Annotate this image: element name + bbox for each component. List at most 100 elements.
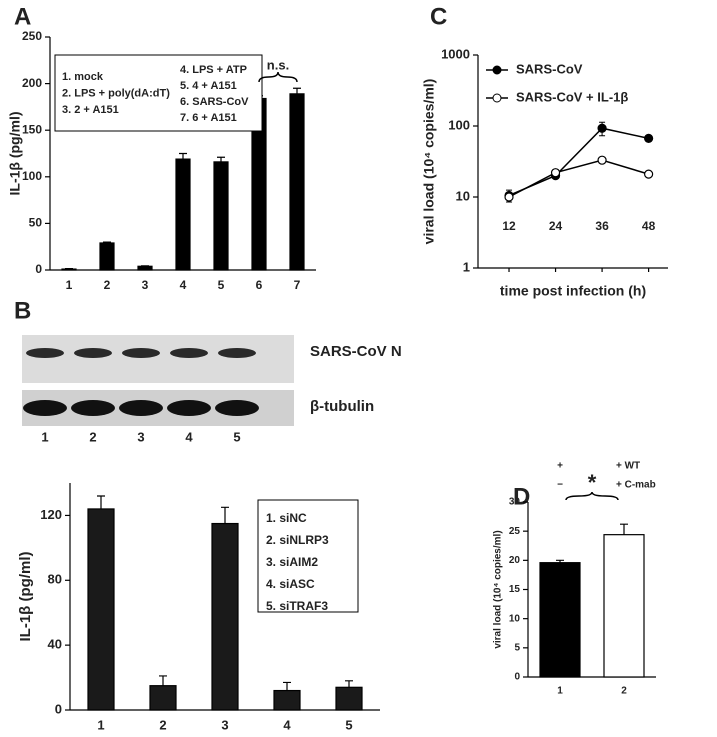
error-bar [293, 87, 301, 94]
condition-label: + C-mab [616, 480, 656, 491]
bar [213, 161, 229, 271]
lane-label: 3 [137, 429, 144, 444]
error-bar [345, 680, 353, 688]
legend-marker [492, 93, 502, 103]
lane-label: 5 [233, 429, 240, 444]
brace [565, 491, 619, 501]
legend-item: 4. LPS + ATP [180, 64, 247, 76]
y-axis-label: IL-1β (pg/ml) [7, 112, 23, 196]
y-tick-label: 0 [55, 701, 62, 716]
y-tick-label: 0 [35, 262, 42, 276]
blot-band [71, 400, 115, 416]
point [550, 168, 561, 178]
legend-item: 1. mock [62, 71, 104, 83]
lane-label: 4 [185, 429, 193, 444]
legend-item: 5. siTRAF3 [266, 599, 328, 613]
bar [603, 534, 645, 678]
point [597, 155, 607, 165]
brace [258, 71, 298, 83]
x-tick-label: 3 [221, 717, 228, 732]
x-tick-label: 2 [621, 686, 627, 697]
legend-item: 2. LPS + poly(dA:dT) [62, 87, 170, 99]
point [644, 169, 654, 179]
error-bar [159, 675, 167, 686]
legend-label: SARS-CoV + IL-1β [516, 89, 628, 104]
bar [211, 522, 239, 711]
x-axis-label: time post infection (h) [500, 283, 646, 299]
y-tick-label: 250 [22, 29, 42, 43]
bar [273, 689, 301, 711]
y-tick-label: 1 [463, 259, 470, 274]
condition-label: − [557, 480, 563, 491]
y-axis-label: viral load (10⁴ copies/ml) [421, 79, 437, 245]
panel-label: A [14, 3, 31, 30]
series-line [508, 159, 649, 198]
x-tick-label: 6 [256, 278, 263, 292]
y-tick-label: 120 [40, 507, 62, 522]
x-tick-label: 1 [97, 717, 104, 732]
y-tick-label: 10 [456, 188, 470, 203]
x-tick-label: 48 [642, 219, 656, 233]
y-tick-label: 40 [48, 637, 62, 652]
legend-item: 1. siNC [266, 511, 307, 525]
legend-item: 2. siNLRP3 [266, 533, 329, 547]
y-tick-label: 150 [22, 122, 42, 136]
legend-item: 5. 4 + A151 [180, 80, 237, 92]
error-bar [556, 559, 564, 563]
blot-band [122, 348, 160, 358]
panel-label: B [14, 297, 31, 324]
condition-label: + WT [616, 461, 640, 472]
x-tick-label: 4 [180, 278, 187, 292]
bar [335, 686, 363, 711]
y-tick-label: 30 [509, 497, 521, 508]
legend-item: 7. 6 + A151 [180, 112, 237, 124]
blot-band [119, 400, 163, 416]
error-bar [221, 506, 229, 524]
annotation: * [588, 470, 597, 495]
error-bar [620, 523, 628, 535]
bar [175, 158, 191, 271]
legend-item: 3. 2 + A151 [62, 104, 119, 116]
bar [61, 268, 77, 271]
y-tick-label: 15 [509, 584, 521, 595]
bar [87, 508, 115, 711]
x-tick-label: 2 [104, 278, 111, 292]
blot-band [74, 348, 112, 358]
legend-box [54, 54, 263, 132]
y-tick-label: 25 [509, 526, 521, 537]
x-tick-label: 3 [142, 278, 149, 292]
x-tick-label: 7 [294, 278, 301, 292]
legend-label: SARS-CoV [516, 61, 583, 76]
y-tick-label: 0 [514, 672, 520, 683]
blot-band [26, 348, 64, 358]
condition-label: + [557, 461, 563, 472]
bar [99, 242, 115, 271]
error-bar [179, 152, 187, 160]
blot-label: SARS-CoV N [310, 343, 402, 360]
point [644, 133, 654, 143]
error-bar [283, 681, 291, 691]
point [597, 123, 607, 133]
bar [539, 562, 581, 678]
y-tick-label: 80 [48, 572, 62, 587]
x-tick-label: 24 [549, 219, 563, 233]
error-bar [103, 241, 111, 243]
legend-item: 4. siASC [266, 577, 315, 591]
y-axis-label: IL-1β (pg/ml) [17, 552, 34, 642]
y-tick-label: 200 [22, 76, 42, 90]
blot-band [167, 400, 211, 416]
x-tick-label: 4 [283, 717, 291, 732]
legend-box [257, 499, 359, 613]
legend-item: 3. siAIM2 [266, 555, 318, 569]
lane-label: 1 [41, 429, 48, 444]
blot-band [23, 400, 67, 416]
legend-item: 6. SARS-CoV [180, 96, 249, 108]
blot-label: β-tubulin [310, 398, 374, 415]
lane-label: 2 [89, 429, 96, 444]
panel-label: D [513, 483, 530, 510]
error-bar [97, 495, 105, 509]
x-tick-label: 5 [345, 717, 352, 732]
bar [289, 93, 305, 271]
y-tick-label: 1000 [441, 46, 470, 61]
